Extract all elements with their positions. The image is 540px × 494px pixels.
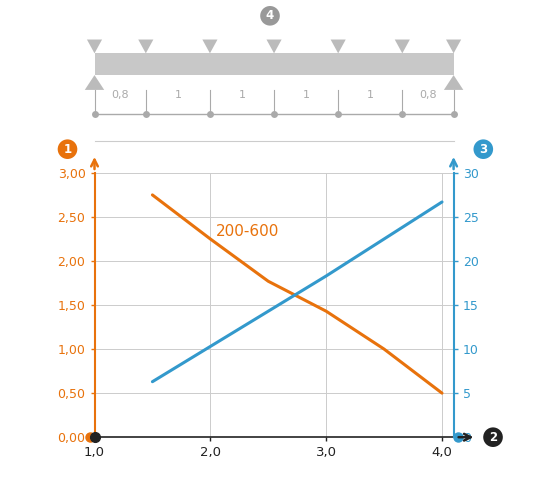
Polygon shape — [85, 75, 104, 90]
Text: 1: 1 — [63, 143, 72, 156]
Text: 4: 4 — [266, 9, 274, 22]
Polygon shape — [330, 40, 346, 53]
Text: 1: 1 — [302, 90, 309, 100]
Text: 3: 3 — [479, 143, 488, 156]
Text: 1: 1 — [174, 90, 181, 100]
Polygon shape — [138, 40, 153, 53]
Polygon shape — [444, 75, 463, 90]
Polygon shape — [267, 40, 282, 53]
Polygon shape — [202, 40, 218, 53]
Text: 1: 1 — [239, 90, 246, 100]
Text: 2: 2 — [489, 431, 497, 444]
Text: 1: 1 — [367, 90, 374, 100]
Text: 0,8: 0,8 — [419, 90, 437, 100]
Polygon shape — [87, 40, 102, 53]
Text: 200-600: 200-600 — [216, 224, 280, 239]
FancyBboxPatch shape — [94, 53, 454, 75]
Polygon shape — [446, 40, 461, 53]
Polygon shape — [395, 40, 410, 53]
Text: 0,8: 0,8 — [111, 90, 129, 100]
